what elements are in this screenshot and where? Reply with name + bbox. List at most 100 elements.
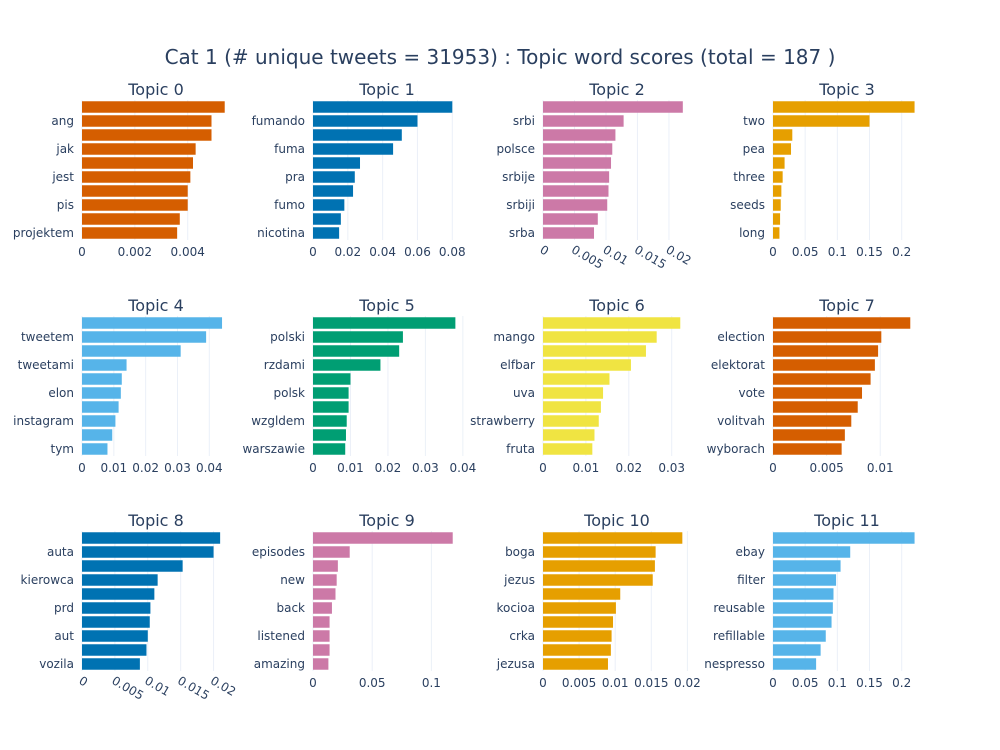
- category-label: elon: [48, 386, 74, 400]
- bar: [313, 387, 349, 399]
- x-tick-label: 0.01: [100, 461, 127, 475]
- category-label: uva: [513, 386, 535, 400]
- bar: [543, 157, 612, 169]
- panel-title: Topic 8: [127, 511, 184, 530]
- bar: [773, 227, 780, 239]
- bar: [543, 415, 599, 427]
- panel-title: Topic 6: [588, 296, 645, 315]
- category-label: listened: [257, 629, 305, 643]
- category-label: aut: [54, 629, 74, 643]
- bar: [543, 171, 610, 183]
- x-tick-label: 0.15: [856, 245, 883, 259]
- bar: [773, 658, 817, 670]
- bar: [543, 616, 614, 628]
- bar: [773, 345, 879, 357]
- bar: [313, 588, 336, 600]
- category-label: wzgldem: [251, 414, 305, 428]
- x-tick-label: 0.002: [118, 245, 152, 259]
- bar: [543, 317, 681, 329]
- panels-container: Topic 0 ang jak jest pis projektem 0 0.002 0.004…: [13, 80, 915, 703]
- category-label: three: [733, 170, 765, 184]
- bar: [773, 317, 911, 329]
- category-label: elektorat: [711, 358, 765, 372]
- bar: [82, 546, 214, 558]
- bar: [543, 213, 598, 225]
- bar: [543, 185, 609, 197]
- bar: [543, 560, 655, 572]
- category-label: nespresso: [704, 657, 765, 671]
- topic-panel: Topic 3 two pea three seeds long 0 0.05 0.1 0.15 0…: [730, 80, 915, 259]
- category-label: tweetami: [18, 358, 74, 372]
- x-tick-label: 0.02: [132, 461, 159, 475]
- x-tick-label: 0.05: [359, 676, 386, 690]
- category-label: tym: [51, 442, 75, 456]
- x-tick-label: 0.02: [663, 242, 693, 267]
- bar: [773, 574, 837, 586]
- bar: [543, 199, 608, 211]
- bar: [773, 546, 851, 558]
- panel-title: Topic 11: [813, 511, 880, 530]
- bar: [543, 359, 631, 371]
- category-label: polsce: [496, 142, 535, 156]
- category-label: auta: [47, 545, 74, 559]
- category-label: wyborach: [707, 442, 765, 456]
- bar: [543, 101, 683, 113]
- bar: [543, 546, 656, 558]
- bar: [773, 415, 852, 427]
- x-tick-label: 0: [769, 245, 777, 259]
- category-label: episodes: [252, 545, 305, 559]
- category-label: kierowca: [21, 573, 74, 587]
- bar: [543, 588, 621, 600]
- bar: [313, 213, 341, 225]
- category-label: boga: [505, 545, 535, 559]
- bar: [543, 401, 601, 413]
- x-tick-label: 0.015: [632, 242, 669, 271]
- category-label: two: [743, 114, 765, 128]
- x-tick-label: 0.02: [674, 676, 701, 690]
- category-label: fumo: [274, 198, 305, 212]
- category-label: mango: [493, 330, 535, 344]
- bar: [82, 227, 178, 239]
- category-label: seeds: [730, 198, 765, 212]
- panel-title: Topic 10: [583, 511, 650, 530]
- bar: [313, 359, 381, 371]
- bar: [773, 101, 915, 113]
- bar: [82, 588, 155, 600]
- x-tick-label: 0.04: [450, 461, 477, 475]
- chart-title: Cat 1 (# unique tweets = 31953) : Topic …: [165, 45, 836, 69]
- bar: [313, 532, 453, 544]
- bar: [543, 574, 653, 586]
- x-tick-label: 0.1: [422, 676, 441, 690]
- category-label: elfbar: [500, 358, 535, 372]
- bar: [543, 644, 611, 656]
- bar: [82, 616, 150, 628]
- bar: [313, 317, 456, 329]
- category-label: nicotina: [257, 226, 305, 240]
- bar: [313, 602, 332, 614]
- bar: [313, 401, 349, 413]
- bar: [313, 345, 400, 357]
- category-label: pea: [743, 142, 765, 156]
- bar: [773, 199, 781, 211]
- bar: [82, 185, 188, 197]
- panel-title: Topic 5: [358, 296, 415, 315]
- x-tick-label: 0.01: [142, 673, 172, 698]
- bar: [543, 345, 646, 357]
- panel-title: Topic 1: [358, 80, 415, 99]
- x-tick-label: 0.004: [171, 245, 205, 259]
- x-tick-label: 0.005: [569, 242, 606, 271]
- bar: [773, 387, 863, 399]
- bar: [313, 115, 418, 127]
- category-label: crka: [509, 629, 535, 643]
- category-label: tweetem: [21, 330, 74, 344]
- bar: [82, 331, 207, 343]
- bar: [82, 115, 212, 127]
- bar: [543, 602, 616, 614]
- x-tick-label: 0.01: [573, 461, 600, 475]
- topic-panel: Topic 9 episodes new back listened amazing 0 0.…: [252, 511, 453, 690]
- bar: [82, 658, 140, 670]
- topic-panel: Topic 0 ang jak jest pis projektem 0 0.002 0.004: [13, 80, 225, 259]
- x-tick-label: 0.02: [334, 245, 361, 259]
- category-label: polsk: [274, 386, 306, 400]
- category-label: srbi: [513, 114, 535, 128]
